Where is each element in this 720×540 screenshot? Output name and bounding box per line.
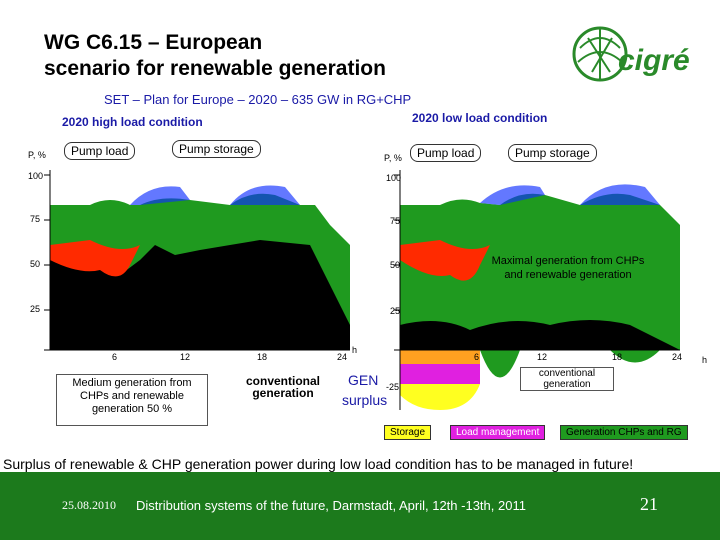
legend-load-management: Load management — [450, 425, 546, 440]
bottom-note: Surplus of renewable & CHP generation po… — [3, 456, 634, 472]
right-blue-peaks — [480, 184, 660, 205]
footer-bar — [0, 472, 720, 540]
slide-title: WG C6.15 – European scenario for renewab… — [44, 30, 386, 82]
left-hour-unit: h — [352, 345, 358, 355]
right-pump-load: Pump load — [410, 144, 482, 162]
right-yellow-area — [400, 384, 480, 410]
title-line-2: scenario for renewable generation — [44, 57, 386, 80]
left-pump-storage: Pump storage — [172, 140, 261, 158]
left-axis-unit: P, % — [28, 150, 46, 160]
left-red-area — [50, 240, 140, 277]
footer-text: Distribution systems of the future, Darm… — [136, 498, 526, 513]
globe-icon — [572, 26, 628, 82]
left-condition: 2020 high load condition — [62, 115, 203, 129]
legend-storage: Storage — [384, 425, 432, 440]
right-pump-storage: Pump storage — [508, 144, 597, 162]
left-note: Medium generation from CHPs and renewabl… — [56, 374, 208, 426]
surplus-label: surplus — [342, 392, 388, 408]
right-xtick-18: 18 — [612, 352, 623, 362]
legend-generation: Generation CHPs and RG — [560, 425, 688, 440]
conventional-generation-right: conventional generation — [520, 367, 614, 391]
footer-date: 25.08.2010 — [62, 498, 116, 512]
logo-text: cigré — [618, 44, 690, 77]
right-ytick-75: 75 — [390, 216, 401, 226]
right-xtick-12: 12 — [537, 352, 548, 362]
page-number: 21 — [640, 494, 658, 514]
left-black-area — [50, 240, 350, 350]
right-axis-unit: P, % — [384, 153, 402, 163]
right-ytick-25: 25 — [390, 306, 401, 316]
right-load-chart — [394, 170, 680, 410]
right-black-strip — [400, 320, 680, 350]
right-green-area — [400, 193, 680, 350]
left-blue-peaks — [130, 185, 300, 205]
gen-label: GEN — [348, 372, 379, 388]
subtitle: SET – Plan for Europe – 2020 – 635 GW in… — [104, 92, 412, 107]
right-ytick-100: 100 — [386, 173, 402, 183]
left-xtick-24: 24 — [337, 352, 348, 362]
left-pump-load: Pump load — [64, 142, 136, 160]
right-hour-unit: h — [702, 355, 708, 365]
right-magenta-band — [400, 364, 480, 384]
right-ytick-50: 50 — [390, 260, 401, 270]
left-xtick-18: 18 — [257, 352, 268, 362]
left-ytick-50: 50 — [30, 259, 41, 269]
title-line-1: WG C6.15 – European — [44, 31, 263, 54]
left-load-chart — [44, 170, 350, 351]
cigre-logo: cigré — [570, 18, 700, 88]
left-ytick-100: 100 — [28, 171, 44, 181]
left-xtick-12: 12 — [180, 352, 191, 362]
left-ytick-75: 75 — [30, 214, 41, 224]
right-xtick-6: 6 — [474, 352, 480, 362]
right-condition: 2020 low load condition — [412, 111, 548, 125]
right-xtick-24: 24 — [672, 352, 683, 362]
right-green-neg — [480, 350, 660, 378]
conventional-generation: conventional generation — [245, 374, 320, 400]
right-note: Maximal generation from CHPs and renewab… — [491, 255, 645, 281]
right-orange-band — [400, 350, 480, 364]
left-ytick-25: 25 — [30, 304, 41, 314]
right-red-area — [400, 240, 490, 281]
left-xtick-6: 6 — [112, 352, 118, 362]
right-ytick-neg25: -25 — [386, 382, 400, 392]
